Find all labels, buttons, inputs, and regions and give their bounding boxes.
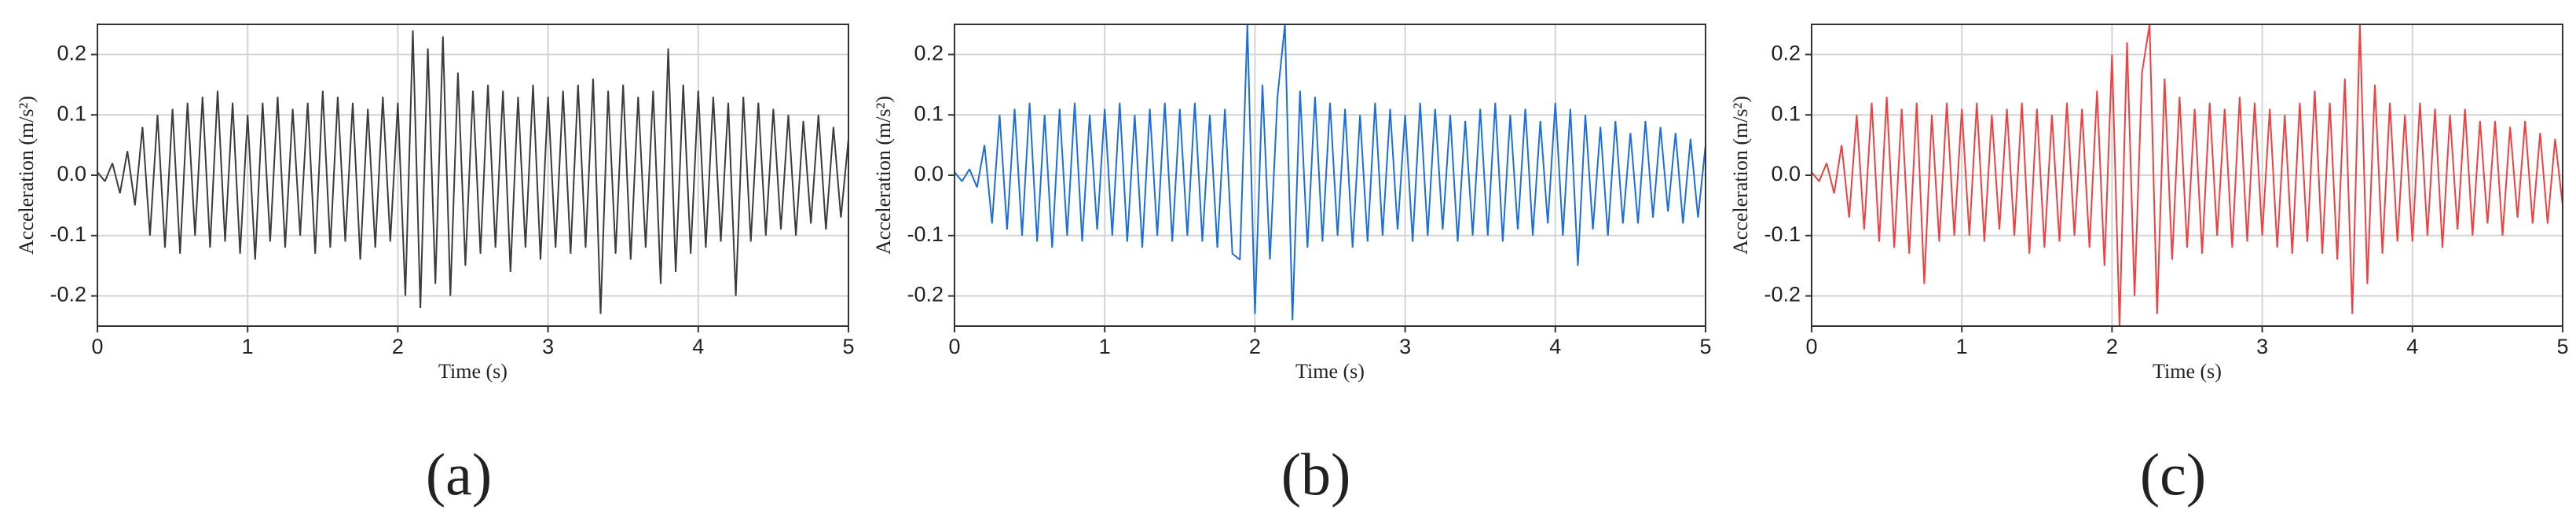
x-axis-title: Time (s) — [2153, 360, 2222, 383]
panel-label: (b) — [1281, 442, 1351, 508]
y-tick-label: 0.0 — [1771, 162, 1801, 185]
panel: -0.2 -0.1 0.0 0.1 0.2 0 1 2 3 4 5 Time (s) Accelerat… — [15, 24, 855, 508]
y-tick-label: 0.0 — [57, 162, 86, 185]
y-axis-title: Acceleration (m/s²) — [1729, 96, 1752, 255]
x-tick-label: 0 — [1805, 335, 1817, 358]
y-tick-label: -0.1 — [49, 222, 86, 246]
panel-label: (c) — [2140, 442, 2206, 508]
x-tick-label: 4 — [2406, 335, 2418, 358]
y-tick-label: -0.2 — [49, 283, 86, 306]
x-tick-label: 3 — [2256, 335, 2268, 358]
y-tick-label: 0.0 — [914, 162, 944, 185]
x-tick-label: 1 — [1956, 335, 1968, 358]
x-tick-label: 2 — [2106, 335, 2118, 358]
plot-frame — [1811, 24, 2563, 327]
signal-line — [97, 30, 849, 314]
panel: -0.2 -0.1 0.0 0.1 0.2 0 1 2 3 4 5 Time (s) Accelerat… — [872, 24, 1712, 508]
y-tick-label: 0.2 — [57, 42, 86, 65]
y-tick-label: -0.1 — [1764, 222, 1801, 246]
x-tick-label: 3 — [1399, 335, 1411, 358]
y-tick-label: 0.2 — [1771, 42, 1801, 65]
x-tick-label: 2 — [1249, 335, 1261, 358]
panel: -0.2 -0.1 0.0 0.1 0.2 0 1 2 3 4 5 Time (s) Accelerat… — [1729, 24, 2569, 508]
x-tick-label: 1 — [1099, 335, 1111, 358]
signal-line — [1811, 24, 2563, 327]
x-axis-title: Time (s) — [438, 360, 508, 383]
y-tick-label: 0.1 — [914, 101, 944, 125]
x-tick-label: 5 — [1699, 335, 1711, 358]
x-tick-label: 5 — [842, 335, 854, 358]
x-tick-label: 5 — [2556, 335, 2568, 358]
x-tick-label: 4 — [692, 335, 704, 358]
x-axis-title: Time (s) — [1295, 360, 1365, 383]
plot-frame — [97, 24, 849, 327]
x-tick-label: 4 — [1549, 335, 1561, 358]
y-tick-label: -0.2 — [907, 283, 944, 306]
y-tick-label: -0.2 — [1764, 283, 1801, 306]
x-tick-label: 2 — [392, 335, 404, 358]
y-tick-label: -0.1 — [907, 222, 944, 246]
x-tick-label: 1 — [242, 335, 254, 358]
y-axis-title: Acceleration (m/s²) — [15, 96, 38, 255]
x-tick-label: 3 — [542, 335, 554, 358]
y-tick-label: 0.2 — [914, 42, 944, 65]
plot-frame — [954, 24, 1706, 327]
x-tick-label: 0 — [948, 335, 960, 358]
x-tick-label: 0 — [91, 335, 103, 358]
panel-label: (a) — [426, 442, 492, 508]
y-axis-title: Acceleration (m/s²) — [872, 96, 895, 255]
y-tick-label: 0.1 — [1771, 101, 1801, 125]
y-tick-label: 0.1 — [57, 101, 86, 125]
signal-line — [954, 24, 1706, 321]
